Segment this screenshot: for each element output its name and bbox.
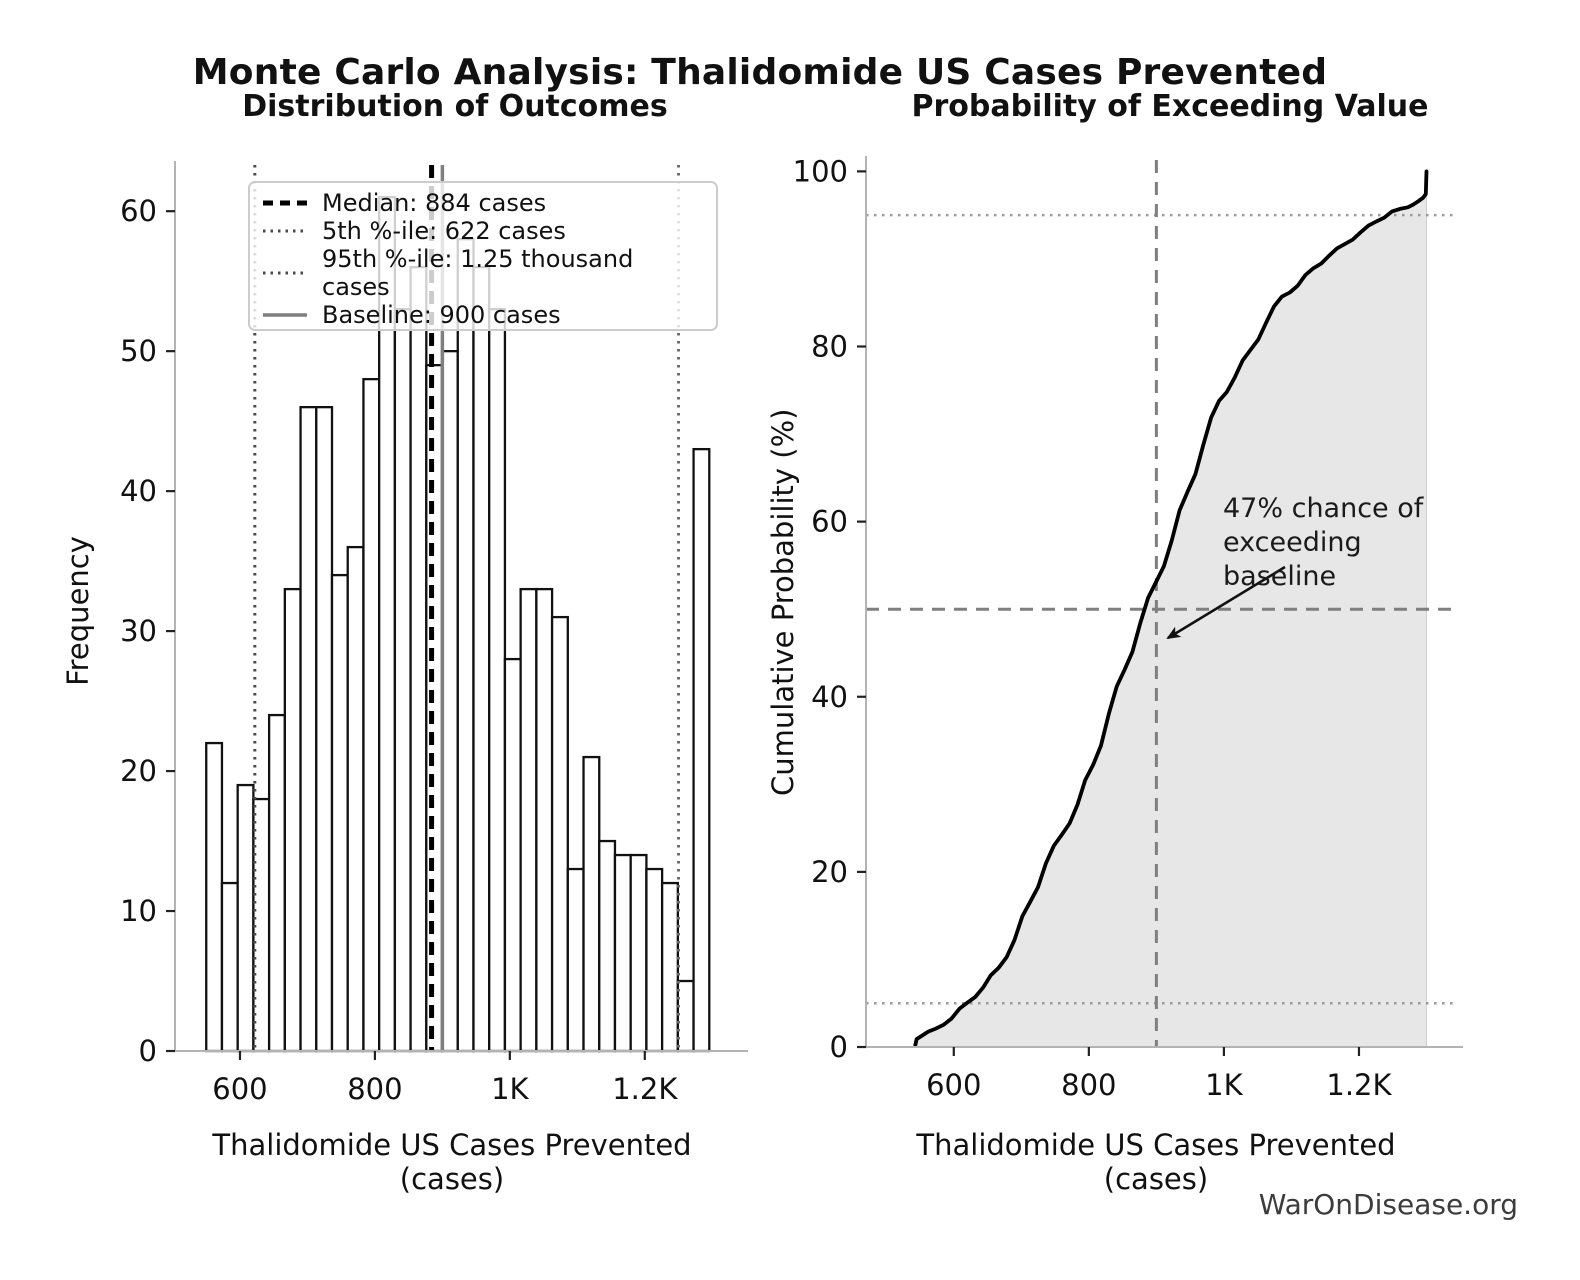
y-tick-label: 10 <box>120 894 157 928</box>
histogram-bar <box>566 867 585 1053</box>
histogram-title: Distribution of Outcomes <box>242 89 668 124</box>
x-tick-label: 600 <box>212 1072 267 1106</box>
legend-line-sample <box>263 200 307 206</box>
histogram-bar <box>535 587 554 1053</box>
histogram-bar <box>613 853 632 1053</box>
x-tick-label: 1.2K <box>612 1072 678 1106</box>
histogram-bar <box>425 364 444 1053</box>
histogram-bar <box>409 266 428 1053</box>
x-tick-label: 800 <box>1061 1068 1116 1102</box>
histogram-bar <box>456 238 475 1053</box>
y-tick-label: 0 <box>830 1030 848 1064</box>
histogram-bar <box>660 881 679 1053</box>
histogram-bar <box>362 378 381 1053</box>
histogram-xaxis-label: Thalidomide US Cases Prevented (cases) <box>212 1128 692 1196</box>
histogram-bar <box>236 783 255 1053</box>
annotation-text: 47% chance of exceeding baseline <box>1223 492 1483 594</box>
histogram-bar <box>315 405 334 1053</box>
y-tick-label: 30 <box>120 614 157 648</box>
cdf-title: Probability of Exceeding Value <box>911 89 1429 124</box>
annotation-line-1: 47% chance of <box>1223 493 1424 524</box>
legend-item-label: 5th %-ile: 622 cases <box>322 217 566 245</box>
y-tick-label: 40 <box>811 680 848 714</box>
cdf-curve <box>913 169 1429 1048</box>
histogram-bar <box>346 545 365 1053</box>
y-tick-label: 40 <box>120 474 157 508</box>
histogram-bar <box>488 308 507 1053</box>
histogram-bar <box>299 405 318 1053</box>
histogram-bar <box>283 587 302 1053</box>
legend-item: 5th %-ile: 622 cases <box>262 217 704 245</box>
cdf-yaxis-label: Cumulative Probability (%) <box>766 408 800 796</box>
cdf-axes: 0 20 40 60 80 100 600 800 1K 1.2K <box>793 154 1463 1102</box>
watermark-text: WarOnDisease.org <box>1258 1188 1518 1221</box>
histogram-axes: 0 10 20 30 40 50 60 600 800 1K 1.2K <box>120 161 748 1106</box>
y-tick-label: 20 <box>811 855 848 889</box>
histogram-bar <box>676 979 695 1053</box>
x-tick-label: 600 <box>926 1068 981 1102</box>
legend-item: 95th %-ile: 1.25 thousand cases <box>262 245 704 301</box>
legend-item-label: Median: 884 cases <box>322 189 547 217</box>
histogram-bar <box>220 881 239 1053</box>
page-title: Monte Carlo Analysis: Thalidomide US Cas… <box>192 52 1328 93</box>
cdf-xaxis-label: Thalidomide US Cases Prevented (cases) <box>916 1128 1396 1196</box>
y-tick-label: 60 <box>811 505 848 539</box>
histogram-bar <box>582 755 601 1053</box>
x-tick-label: 800 <box>347 1072 402 1106</box>
histogram-bar <box>330 573 349 1053</box>
legend-line-sample <box>263 229 307 233</box>
histogram-bar <box>205 741 224 1053</box>
annotation-arrow <box>1166 565 1286 640</box>
histogram-bar <box>598 839 617 1053</box>
histogram-bar <box>645 867 664 1053</box>
y-tick-label: 50 <box>120 334 157 368</box>
cdf-fill-area <box>914 171 1427 1048</box>
histogram-bar <box>393 308 412 1053</box>
histogram-bar <box>472 266 491 1053</box>
histogram-bar <box>440 350 459 1053</box>
histogram-bar <box>519 587 538 1053</box>
legend-item: Median: 884 cases <box>262 189 704 217</box>
legend-item-label: Baseline: 900 cases <box>322 301 561 329</box>
y-tick-label: 20 <box>120 754 157 788</box>
x-tick-label: 1K <box>1205 1068 1243 1102</box>
y-tick-label: 60 <box>120 194 157 228</box>
legend-line-sample <box>263 313 307 317</box>
y-tick-label: 100 <box>793 154 848 188</box>
x-tick-label: 1.2K <box>1326 1068 1392 1102</box>
histogram-bar <box>629 853 648 1053</box>
histogram-bar <box>503 657 522 1053</box>
histogram-yaxis-label: Frequency <box>61 536 95 686</box>
histogram-bar <box>692 447 711 1053</box>
legend-line-sample <box>263 271 307 275</box>
annotation-line-2: exceeding baseline <box>1223 527 1362 592</box>
y-tick-label: 0 <box>139 1034 157 1068</box>
legend-item-label: 95th %-ile: 1.25 thousand cases <box>322 245 634 301</box>
legend-item: Baseline: 900 cases <box>262 301 704 329</box>
x-tick-label: 1K <box>491 1072 529 1106</box>
y-tick-label: 80 <box>811 330 848 364</box>
legend-box: Median: 884 cases 5th %-ile: 622 cases 95t… <box>248 181 718 331</box>
histogram-bar <box>550 615 569 1053</box>
histogram-bar <box>267 713 286 1053</box>
